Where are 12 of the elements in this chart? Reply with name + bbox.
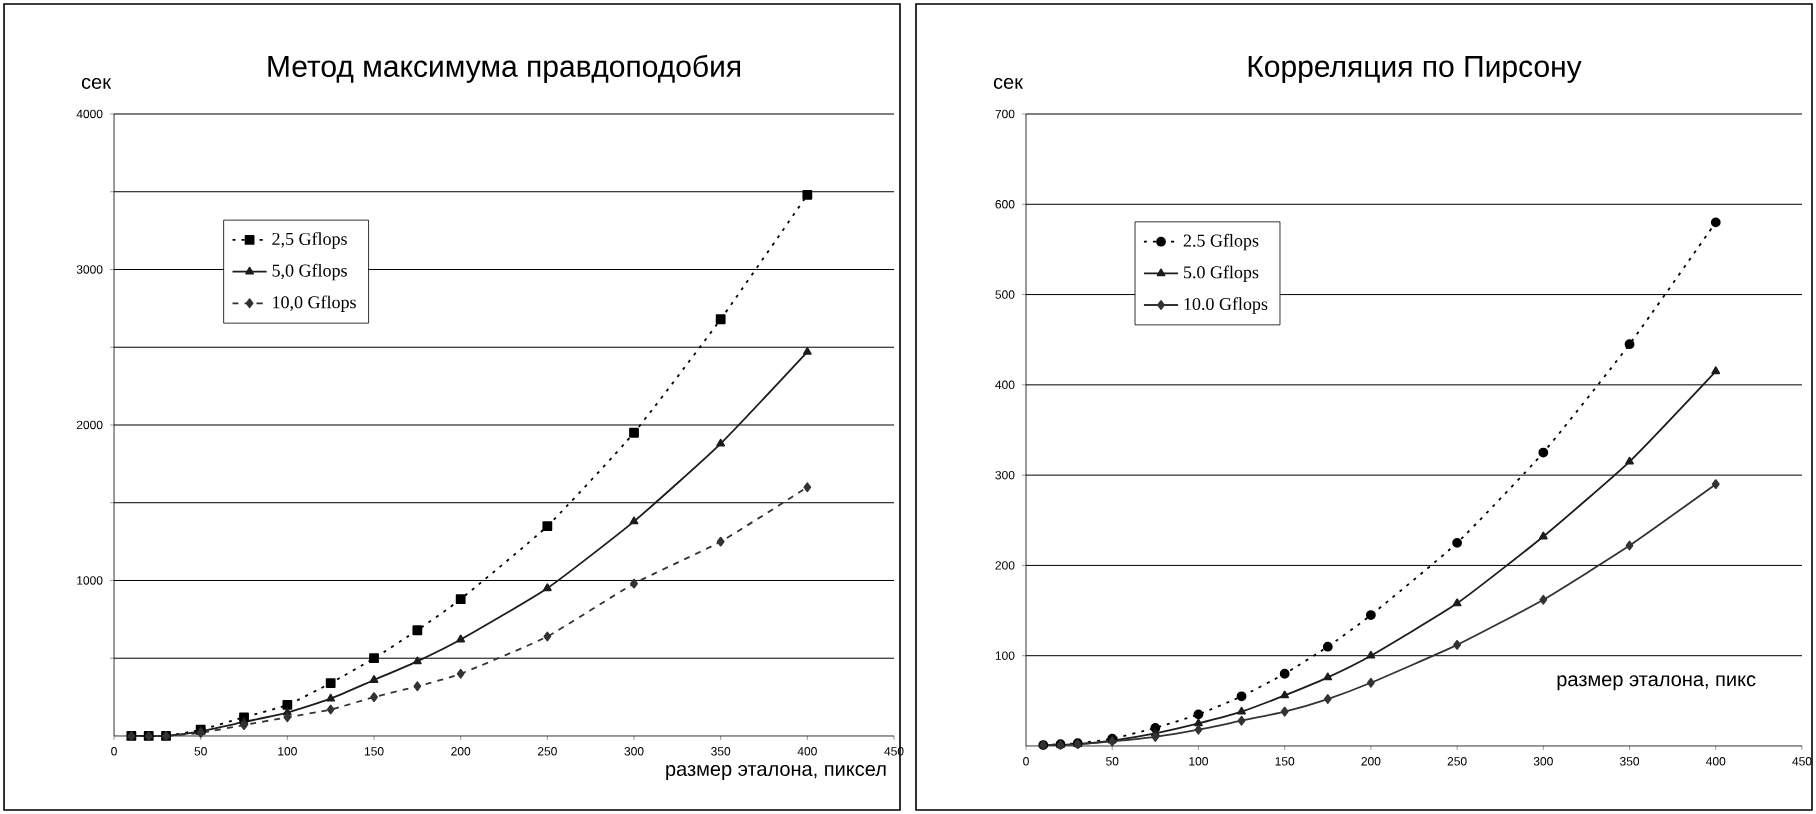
legend-label: 5,0 Gflops <box>272 263 347 281</box>
y-axis-title: сек <box>81 77 112 89</box>
x-axis-title: размер эталона, пикс <box>1557 675 1756 691</box>
legend-label: 2,5 Gflops <box>272 232 347 249</box>
legend-label: 10,0 Gflops <box>273 295 356 312</box>
legend-label: 5.0 Gflops <box>1184 265 1259 283</box>
x-axis-title: размер эталона, пиксел <box>666 765 886 780</box>
y-axis-title: сек <box>993 77 1024 89</box>
chart-title: Метод максимума правдоподобия <box>268 54 741 83</box>
legend-label: 2.5 Gflops <box>1183 233 1259 251</box>
legend-label: 10.0 Gflops <box>1184 297 1268 314</box>
chart-title: Корреляция по Пирсону <box>1248 56 1582 83</box>
